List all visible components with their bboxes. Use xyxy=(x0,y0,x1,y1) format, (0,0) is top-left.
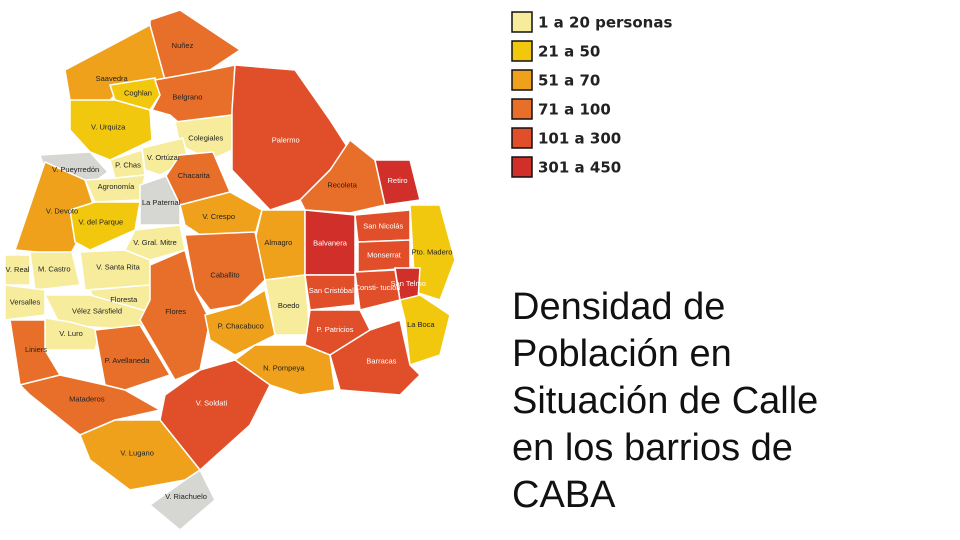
legend-label: 301 a 450 xyxy=(538,159,621,177)
legend-swatch xyxy=(511,40,533,62)
legend-swatch xyxy=(511,69,533,91)
neighborhood xyxy=(29,251,81,291)
neighborhood xyxy=(4,254,31,286)
neighborhood-label: V. Luro xyxy=(59,329,83,338)
neighborhood-label: V. Real xyxy=(6,265,30,274)
neighborhood-label: P. Chacabuco xyxy=(218,321,264,330)
neighborhood xyxy=(148,468,216,531)
neighborhood-label: P. Chas xyxy=(115,161,141,170)
neighborhood-label: Liniers xyxy=(25,345,47,354)
neighborhood-label: V. Gral. Mitre xyxy=(133,238,176,247)
neighborhood-label: V. Ortúzar xyxy=(147,153,181,162)
neighborhood-label: N. Pompeya xyxy=(263,364,305,373)
neighborhood-label: Caballito xyxy=(210,270,239,279)
neighborhood-label: Belgrano xyxy=(172,93,202,102)
neighborhood-label: Retiro xyxy=(387,176,407,185)
legend-swatch xyxy=(511,11,533,33)
neighborhood-label: M. Castro xyxy=(38,265,71,274)
neighborhood-label: La Paternal xyxy=(142,198,181,207)
neighborhood-label: V. Lugano xyxy=(120,449,154,458)
neighborhood xyxy=(304,274,356,311)
neighborhood-label: V. Crespo xyxy=(202,212,235,221)
neighborhood-label: V. Pueyrredón xyxy=(52,165,99,174)
legend-swatch xyxy=(511,98,533,120)
legend-swatch xyxy=(511,156,533,178)
neighborhood-label: San Nicolás xyxy=(363,222,403,231)
neighborhood xyxy=(139,175,181,226)
neighborhood-label: San Telmo xyxy=(391,279,426,288)
title: Densidad de Población en Situación de Ca… xyxy=(512,286,819,516)
map: Nuñez Saavedra Coghlan Belgrano V. Urquiza Co… xyxy=(4,9,456,531)
neighborhood-label: Nuñez xyxy=(172,41,194,50)
legend-swatch xyxy=(511,127,533,149)
neighborhood-label: Consti- tución xyxy=(355,283,401,292)
neighborhood-label: Barracas xyxy=(366,356,396,365)
neighborhood-label: Versalles xyxy=(10,297,41,306)
neighborhood-label: Chacarita xyxy=(178,171,211,180)
neighborhood-label: Balvanera xyxy=(313,239,348,248)
neighborhood-label: Colegiales xyxy=(188,133,223,142)
legend-label: 101 a 300 xyxy=(538,130,621,148)
neighborhood-label: Mataderos xyxy=(69,394,105,403)
neighborhood-label: San Cristóbal xyxy=(309,286,354,295)
neighborhood xyxy=(4,284,46,321)
neighborhood-label: Floresta xyxy=(110,295,138,304)
legend-label: 1 a 20 personas xyxy=(538,14,672,32)
legend-label: 71 a 100 xyxy=(538,101,611,119)
neighborhood-label: Agronomía xyxy=(98,182,136,191)
neighborhood xyxy=(123,224,186,261)
neighborhood-label: V. Santa Rita xyxy=(96,262,140,271)
legend-label: 21 a 50 xyxy=(538,43,600,61)
neighborhood xyxy=(329,319,422,396)
legend: 1 a 20 personas 21 a 50 51 a 70 71 a 100 101… xyxy=(511,11,672,178)
neighborhood-label: Coghlan xyxy=(124,89,152,98)
neighborhood-label: Almagro xyxy=(264,238,292,247)
neighborhood-label: Saavedra xyxy=(96,74,129,83)
neighborhood-label: V. Riachuelo xyxy=(165,492,207,501)
neighborhood-label: Flores xyxy=(165,307,186,316)
neighborhood-label: P. Patricios xyxy=(317,325,354,334)
neighborhood-label: Boedo xyxy=(278,301,300,310)
neighborhood xyxy=(374,159,421,206)
neighborhood-label: V. Soldati xyxy=(196,399,228,408)
neighborhood-label: Recoleta xyxy=(327,180,357,189)
neighborhood-label: Monserrat xyxy=(367,250,402,259)
neighborhood-label: La Boca xyxy=(407,320,435,329)
legend-label: 51 a 70 xyxy=(538,72,600,90)
neighborhood-label: V. Devoto xyxy=(46,206,78,215)
neighborhood-label: P. Avellaneda xyxy=(105,356,151,365)
neighborhood-label: Palermo xyxy=(272,135,300,144)
neighborhood xyxy=(9,319,62,386)
neighborhood-label: V. Urquiza xyxy=(91,122,126,131)
neighborhood xyxy=(94,324,172,391)
neighborhood xyxy=(18,374,163,436)
neighborhood xyxy=(69,99,153,161)
neighborhood xyxy=(204,288,276,356)
neighborhood-label: Pto. Madero xyxy=(412,247,453,256)
neighborhood-label: V. del Parque xyxy=(78,218,123,227)
neighborhood-label: Vélez Sársfield xyxy=(72,306,122,315)
neighborhood xyxy=(399,294,451,367)
